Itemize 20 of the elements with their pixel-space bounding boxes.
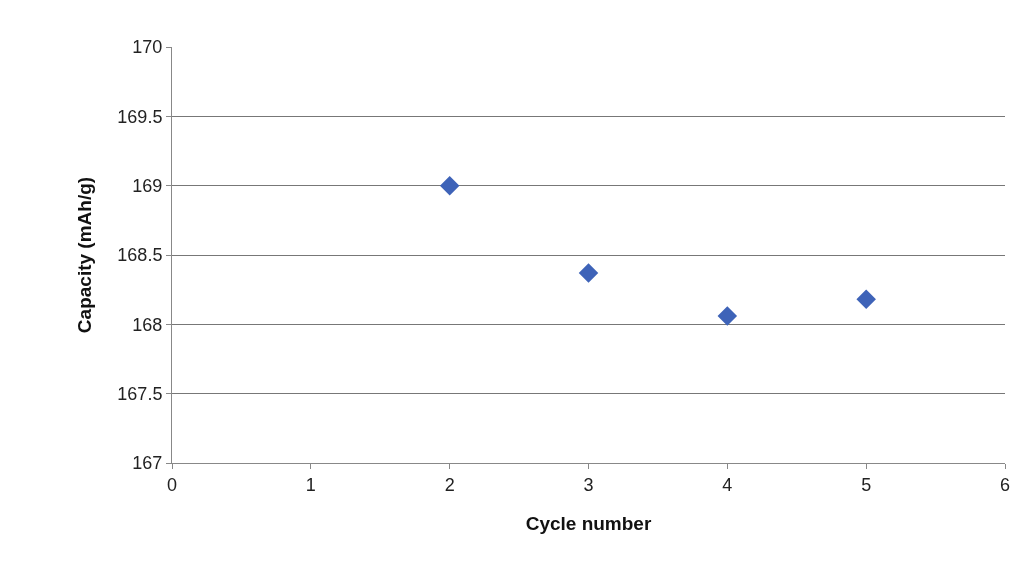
x-tick-label: 3 xyxy=(583,474,594,495)
y-axis-title: Capacity (mAh/g) xyxy=(74,176,96,334)
y-tick-label: 167 xyxy=(132,453,163,474)
y-tick-label: 169.5 xyxy=(117,106,163,127)
x-tick-label: 4 xyxy=(722,474,733,495)
y-tick-label: 167.5 xyxy=(117,383,163,404)
point xyxy=(578,263,599,283)
x-axis-title: Cycle number xyxy=(525,513,652,534)
point xyxy=(856,289,876,310)
x-tick-label: 0 xyxy=(166,474,178,495)
x-tick-label: 6 xyxy=(999,474,1011,495)
x-tick-label: 2 xyxy=(444,474,455,495)
y-tick-label: 169 xyxy=(132,175,163,196)
x-tick-label: 5 xyxy=(861,474,872,495)
y-tick-label: 168 xyxy=(132,314,163,335)
y-tick-label: 168.5 xyxy=(117,245,163,266)
x-tick-label: 1 xyxy=(305,474,316,495)
point xyxy=(717,306,738,326)
y-tick-label: 170 xyxy=(132,37,163,58)
point xyxy=(439,175,460,196)
